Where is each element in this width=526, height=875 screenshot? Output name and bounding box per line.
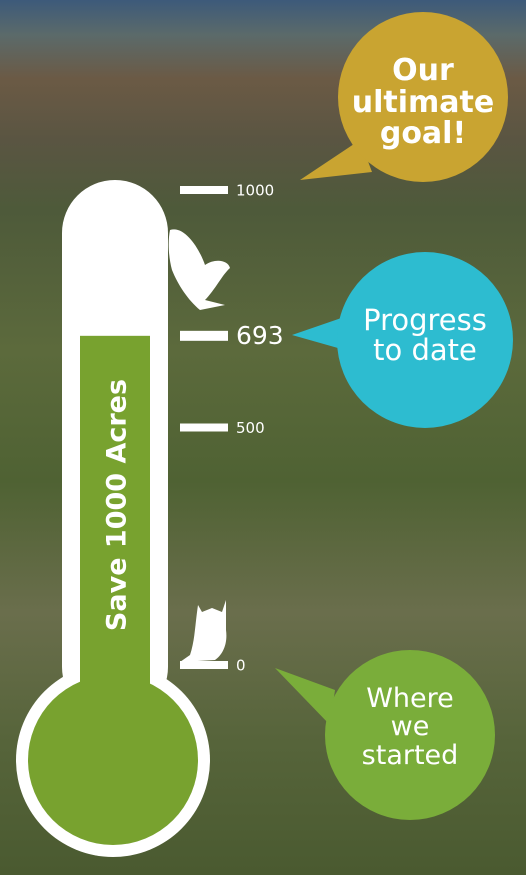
tick-mark <box>180 424 228 432</box>
chart-title: Save 1000 Acres <box>102 379 133 631</box>
infographic: Save 1000 Acres 0 500 693 1000 Our ultimate… <box>0 0 526 875</box>
callout-tail <box>275 668 335 725</box>
tick-mark <box>180 186 228 194</box>
tick-label: 693 <box>236 321 284 350</box>
tick-mark <box>180 661 228 669</box>
tick-label: 500 <box>236 419 265 437</box>
tick-label: 0 <box>236 657 246 675</box>
owl-sitting-icon <box>180 600 226 662</box>
callout-text: Progress to date <box>350 305 500 366</box>
owl-flying-icon <box>169 229 230 310</box>
callout-text: Where we started <box>350 685 470 770</box>
tick-label: 1000 <box>236 182 274 200</box>
callout-text: Our ultimate goal! <box>348 55 498 150</box>
tick-mark <box>180 331 228 341</box>
